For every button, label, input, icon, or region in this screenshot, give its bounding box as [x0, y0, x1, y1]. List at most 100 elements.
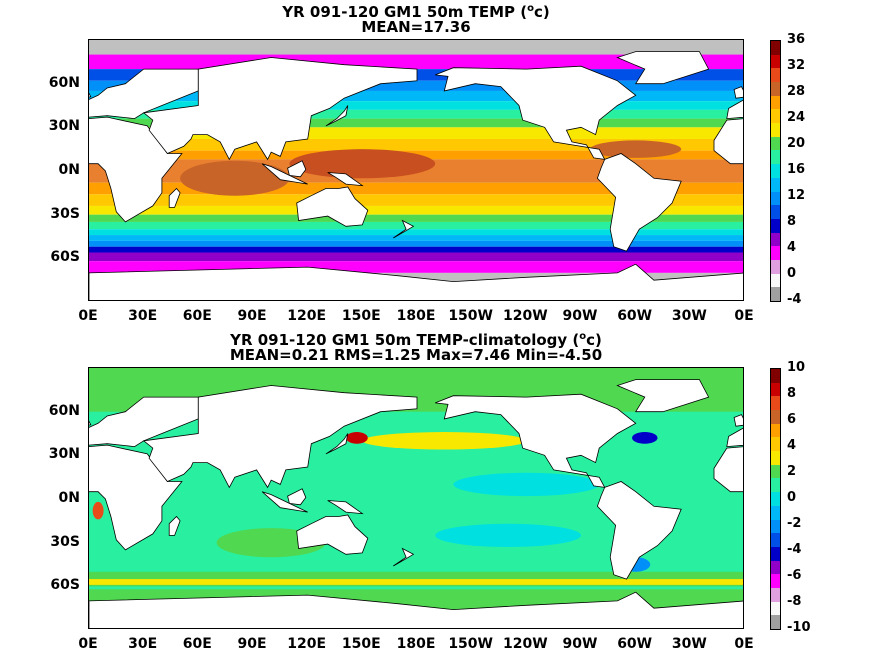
colorbar-tick-label: -10 [787, 620, 811, 635]
colorbar-segment [771, 273, 780, 288]
land-madagascar [168, 187, 181, 208]
colorbar-tick-label: 0 [787, 490, 797, 505]
lon-tick-label: 180E [396, 636, 436, 652]
field-band-8 [89, 127, 743, 139]
lat-tick-label: 60N [48, 74, 80, 91]
land-japan [325, 105, 349, 127]
land-namerica [435, 65, 637, 160]
colorbar-segment [771, 246, 780, 261]
lon-tick-label: 30W [671, 308, 707, 324]
land-africa [713, 446, 743, 493]
field-patch-0 [362, 432, 527, 450]
lon-tick-label: 120W [502, 636, 548, 652]
field-patch-2 [590, 140, 682, 158]
field-band-14 [89, 205, 743, 215]
colorbar-segment [771, 615, 780, 630]
colorbar-tick-label: 20 [787, 136, 806, 151]
land-australia [296, 186, 369, 227]
land-greenland [616, 379, 710, 413]
colorbar-segment [771, 423, 780, 438]
land-newguinea [327, 172, 364, 187]
field-patch-1 [180, 160, 290, 196]
field-band-4 [89, 90, 743, 102]
field-band-20 [89, 246, 743, 253]
field-band-15 [89, 214, 743, 222]
land-borneo [287, 160, 307, 178]
land-greenland [616, 51, 710, 85]
colorbar-segment [771, 95, 780, 110]
lon-tick-label: 150W [448, 308, 493, 324]
colorbar-tick-label: 6 [787, 412, 797, 427]
field-patch-1 [345, 432, 368, 444]
colorbar-tick-label: 8 [787, 386, 797, 401]
colorbar-segment [771, 82, 780, 97]
lat-tick-label: 60N [48, 402, 80, 419]
lat-tick-label: 30S [50, 533, 80, 550]
land-uk [733, 86, 743, 99]
lat-tick-label: 30S [50, 205, 80, 222]
lon-tick-label: 60W [617, 636, 653, 652]
land-europe [726, 99, 743, 120]
colorbar-tick-label: 8 [787, 214, 797, 229]
lon-tick-label: 150E [341, 308, 381, 324]
land-samerica [596, 153, 682, 252]
colorbar-tick-label: 2 [787, 464, 797, 479]
field-band-3 [89, 579, 743, 585]
colorbar-tick-label: 24 [787, 110, 806, 125]
field-band-18 [89, 235, 743, 241]
colorbar-segment [771, 41, 780, 56]
colorbar-segment [771, 68, 780, 83]
colorbar-segment [771, 205, 780, 220]
lon-tick-label: 0E [734, 636, 754, 652]
land-japan [325, 433, 349, 455]
land-europe [89, 396, 199, 448]
colorbar-segment [771, 109, 780, 124]
colorbar-segment [771, 546, 780, 562]
colorbar-segment [771, 136, 780, 151]
field-band-5 [89, 101, 743, 110]
colorbar-tick-label: -6 [787, 568, 802, 583]
land-asia [142, 385, 418, 489]
land-indonesia1 [261, 163, 308, 185]
field-band-0 [89, 40, 743, 55]
field-band-16 [89, 221, 743, 230]
colorbar-segment [771, 478, 780, 493]
lon-tick-label: 150W [448, 636, 493, 652]
colorbar-segment [771, 410, 780, 425]
colorbar-segment [771, 54, 780, 69]
land-africa [89, 116, 183, 223]
land-namerica [435, 393, 637, 488]
colorbar-segment [771, 560, 780, 575]
field-patch-3 [92, 501, 104, 520]
map-canvas [89, 40, 743, 300]
colorbar-segment [771, 601, 780, 616]
colorbar-tick-label: 36 [787, 32, 806, 47]
field-patch-0 [289, 149, 436, 179]
land-europe [89, 68, 199, 120]
lon-tick-label: 120W [502, 308, 548, 324]
colorbar-segment [771, 369, 780, 384]
land-samerica [596, 481, 682, 580]
land-uk [89, 420, 92, 426]
map-canvas [89, 368, 743, 628]
colorbar-segment [771, 533, 780, 548]
colorbar-tick-label: -8 [787, 594, 802, 609]
lon-tick-label: 30E [128, 308, 158, 324]
colorbar-segment [771, 287, 780, 302]
colorbar-segment [771, 437, 780, 452]
lat-tick-label: 0N [58, 490, 80, 506]
field-band-3 [89, 80, 743, 91]
colorbar-tick-label: -4 [787, 292, 802, 307]
land-europe [726, 427, 743, 448]
land-antarctica [89, 263, 743, 300]
top-map [88, 39, 744, 301]
colorbar-segment [771, 177, 780, 192]
field-band-9 [89, 138, 743, 151]
top-title-line2: MEAN=17.36 [361, 18, 471, 36]
colorbar-segment [771, 232, 780, 247]
colorbar-tick-label: 16 [787, 162, 806, 177]
field-patch-2 [632, 432, 658, 444]
colorbar-segment [771, 218, 780, 234]
lon-tick-label: 90E [237, 636, 267, 652]
field-band-22 [89, 261, 743, 273]
